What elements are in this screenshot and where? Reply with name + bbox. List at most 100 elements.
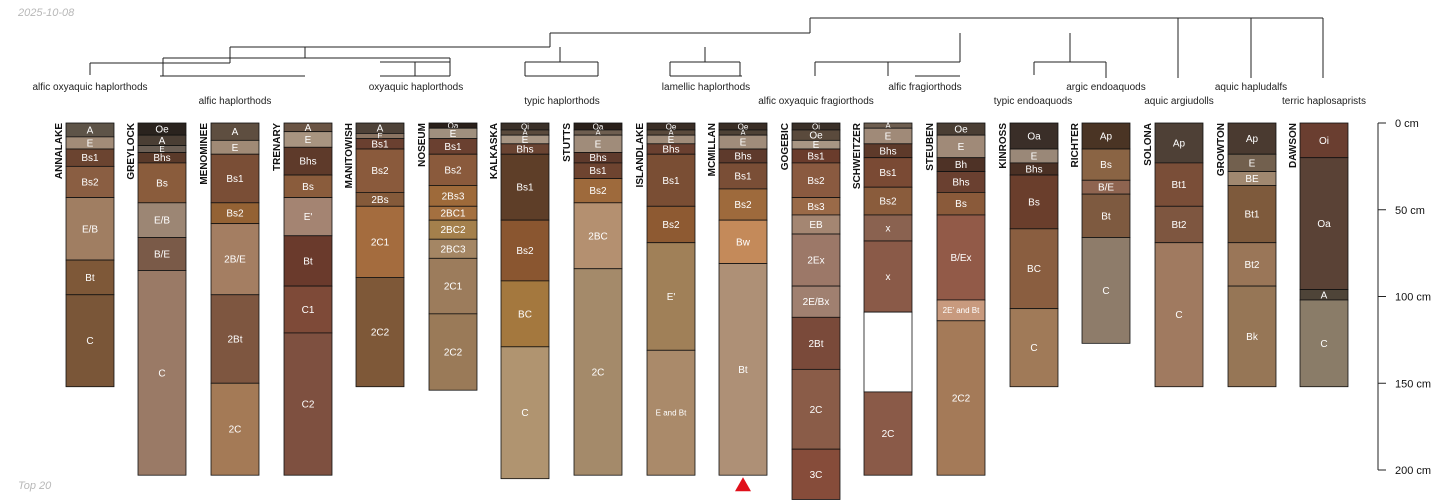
horizon-label: Bk	[1246, 332, 1259, 343]
horizon	[718, 162, 768, 190]
horizon-label: E	[522, 135, 529, 146]
horizon-label: BE	[1245, 174, 1259, 185]
horizon	[863, 240, 913, 313]
horizon	[137, 202, 187, 238]
horizon	[355, 148, 405, 193]
horizon-label: B/E	[154, 249, 170, 260]
soil-profile: TRENARY AE Bhs Bs E' Bt C1 C2	[272, 122, 333, 476]
horizon	[646, 205, 696, 244]
horizon-label: 2B/E	[224, 255, 246, 266]
horizon-label: C	[1320, 339, 1327, 350]
horizon-label: 2Bs3	[442, 191, 465, 202]
horizon-label: Oe	[155, 125, 169, 136]
horizon-label: Bs	[955, 199, 967, 210]
horizon-label: E	[958, 142, 965, 153]
horizon	[718, 188, 768, 221]
horizon-label: Bs1	[879, 168, 897, 179]
horizon-label: Bs3	[807, 202, 825, 213]
profile-name: STUTTS	[562, 123, 573, 162]
horizon	[718, 263, 768, 476]
horizon	[863, 214, 913, 242]
horizon-label: 2Bt	[227, 335, 242, 346]
horizon-label: 2Ex	[807, 256, 824, 267]
horizon-label: A	[885, 121, 891, 130]
horizon-label: E/B	[82, 224, 98, 235]
horizon	[210, 294, 260, 384]
depth-tick-label: 0 cm	[1395, 118, 1419, 130]
horizon-label: 2E' and Bt	[943, 306, 980, 315]
horizon-label: C	[1175, 310, 1182, 321]
horizon-label: Bs1	[734, 171, 752, 182]
horizon	[428, 257, 478, 315]
horizon-label: Oe	[954, 125, 968, 136]
horizon-label: E	[668, 135, 675, 146]
horizon-label: Bhs	[589, 153, 606, 164]
horizon	[65, 197, 115, 261]
horizon-label: Oa	[1317, 219, 1331, 230]
soil-profile: STEUBEN Oe E Bh Bhs Bs B/Ex 2E' and Bt 2C2	[925, 122, 986, 476]
horizon-label: Oi	[1319, 136, 1329, 147]
horizon	[500, 153, 550, 221]
horizon	[573, 202, 623, 270]
horizon-label: C	[1102, 286, 1109, 297]
horizon	[1227, 122, 1277, 155]
horizon-label: 2C2	[444, 348, 463, 359]
taxon-label: alfic oxyaquic haplorthods	[32, 82, 147, 93]
horizon-label: 2BC3	[440, 244, 465, 255]
horizon-label: Oi	[812, 122, 820, 131]
horizon-label: B/E	[1098, 183, 1114, 194]
horizon	[283, 146, 333, 176]
caption-label: Top 20	[18, 480, 52, 492]
horizon	[863, 311, 913, 393]
horizon-label: A	[87, 125, 94, 136]
horizon	[1081, 122, 1131, 150]
horizon	[283, 332, 333, 476]
horizon-label: E'	[304, 212, 313, 223]
horizon	[1299, 299, 1349, 388]
horizon-label: 2C	[229, 425, 242, 436]
horizon	[1081, 148, 1131, 181]
profile-name: TRENARY	[272, 123, 283, 171]
horizon	[791, 285, 841, 318]
horizon-label: A	[522, 128, 528, 137]
horizon-label: 2C	[810, 405, 823, 416]
profile-name: ANNALAKE	[54, 123, 65, 179]
horizon-label: Ap	[1100, 132, 1113, 143]
horizon-label: Bh	[955, 160, 967, 171]
horizon-label: Bhs	[1025, 164, 1042, 175]
horizon-label: A	[305, 123, 312, 134]
profile-name: GREYLOCK	[126, 122, 137, 179]
horizon	[500, 219, 550, 282]
horizon-label: Bhs	[153, 153, 170, 164]
horizon-label: Bs2	[516, 246, 534, 257]
horizon-label: 2BC2	[440, 225, 465, 236]
depth-tick-label: 200 cm	[1395, 465, 1431, 477]
profile-name: MCMILLAN	[707, 123, 718, 176]
taxon-label: alfic oxyaquic fragiorthods	[758, 96, 874, 107]
horizon	[791, 233, 841, 287]
horizon	[863, 391, 913, 476]
horizon-label: 2Bs	[371, 195, 388, 206]
horizon-label: Bs1	[516, 183, 534, 194]
horizon-label: C	[521, 408, 528, 419]
horizon	[573, 178, 623, 204]
horizon	[137, 237, 187, 271]
horizon-label: A	[1321, 290, 1328, 301]
horizon-label: 2C1	[444, 282, 463, 293]
horizon-label: C	[1030, 343, 1037, 354]
horizon	[210, 153, 260, 204]
horizon	[355, 277, 405, 388]
horizon	[936, 320, 986, 476]
horizon-label: Bs2	[81, 177, 99, 188]
horizon-label: Ap	[1246, 134, 1259, 145]
horizon-label: E	[813, 140, 820, 151]
profile-name: ISLANDLAKE	[635, 123, 646, 188]
horizon-label: E	[377, 132, 382, 141]
horizon-label: Bs1	[444, 142, 462, 153]
horizon	[646, 242, 696, 351]
taxon-label: terric haplosaprists	[1282, 96, 1366, 107]
horizon-label: Bs2	[589, 186, 607, 197]
